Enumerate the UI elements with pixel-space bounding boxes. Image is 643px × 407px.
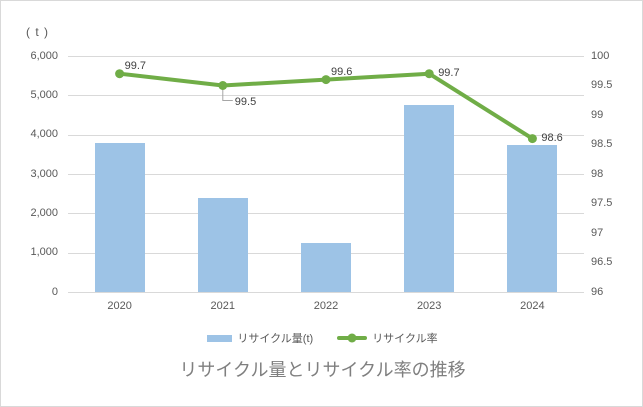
data-point-marker-2022[interactable] xyxy=(321,75,331,85)
right-axis-tick-label: 97 xyxy=(591,226,604,239)
gridline xyxy=(68,56,584,57)
line-series-swatch-icon xyxy=(337,333,368,343)
right-axis-tick-label: 100 xyxy=(591,49,610,62)
x-axis-label-2023: 2023 xyxy=(416,300,442,312)
bar-2020[interactable] xyxy=(94,142,145,292)
bar-2023[interactable] xyxy=(404,105,455,292)
left-axis-tick-label: 3,000 xyxy=(30,167,58,180)
left-axis-tick-label: 0 xyxy=(51,285,58,298)
gridline xyxy=(68,134,584,136)
gridline xyxy=(68,213,584,215)
bar-2021[interactable] xyxy=(197,197,248,292)
x-axis-label-2022: 2022 xyxy=(313,300,339,312)
x-axis-label-2020: 2020 xyxy=(107,300,132,312)
data-label-2023: 99.7 xyxy=(438,66,460,79)
chart-title: リサイクル量とリサイクル率の推移 xyxy=(179,360,466,380)
legend-label-recycle-rate: リサイクル率 xyxy=(372,333,438,345)
right-axis-tick-label: 98.5 xyxy=(591,138,613,150)
gridline xyxy=(68,174,584,175)
data-label-2022: 99.6 xyxy=(331,65,353,78)
legend-item-recycle-amount[interactable]: リサイクル量(t) xyxy=(207,330,313,346)
right-axis-tick-label: 99 xyxy=(591,108,604,121)
gridline xyxy=(68,95,584,97)
bar-2022[interactable] xyxy=(301,242,351,292)
line-series-marker-icon xyxy=(347,333,357,343)
left-axis-tick-label: 6,000 xyxy=(30,49,58,62)
data-label-2020: 99.7 xyxy=(124,59,147,72)
left-axis-tick-label: 4,000 xyxy=(30,128,58,141)
x-axis-label-2021: 2021 xyxy=(210,300,236,312)
left-axis-unit-label: ( t ) xyxy=(26,25,49,39)
data-point-marker-2021[interactable] xyxy=(218,81,228,90)
rate-line xyxy=(117,71,535,141)
legend-item-recycle-rate[interactable]: リサイクル率 xyxy=(337,330,438,346)
legend-label-recycle-amount: リサイクル量(t) xyxy=(237,333,314,345)
gridline xyxy=(68,292,584,293)
left-axis-tick-label: 2,000 xyxy=(30,206,58,219)
data-label-2024: 98.6 xyxy=(541,131,563,144)
legend: リサイクル量(t) リサイクル率 xyxy=(1,330,642,346)
x-axis-label-2024: 2024 xyxy=(520,300,545,312)
data-point-marker-2023[interactable] xyxy=(424,69,434,79)
right-axis-tick-label: 96.5 xyxy=(591,256,613,268)
left-axis-tick-label: 5,000 xyxy=(30,88,58,101)
right-axis-tick-label: 96 xyxy=(591,285,604,298)
data-label-2021: 99.5 xyxy=(234,95,257,108)
right-axis-tick-label: 98 xyxy=(591,167,604,180)
bar-2024[interactable] xyxy=(507,144,558,292)
right-axis-tick-label: 97.5 xyxy=(591,197,613,209)
data-point-marker-2020[interactable] xyxy=(115,69,125,79)
right-axis-tick-label: 99.5 xyxy=(591,79,613,91)
bar-series-swatch-icon xyxy=(207,334,233,342)
left-axis-tick-label: 1,000 xyxy=(30,246,58,259)
